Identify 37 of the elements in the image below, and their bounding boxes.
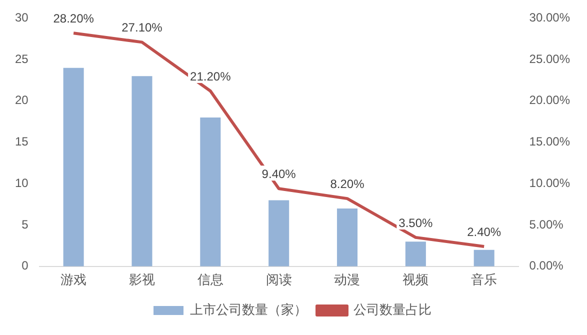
y-tick-label: 15 — [14, 134, 29, 149]
bar — [63, 68, 84, 266]
bar — [268, 200, 290, 266]
data-label: 28.20% — [53, 11, 94, 26]
bar — [336, 208, 358, 266]
data-label: 21.20% — [190, 69, 232, 84]
data-label: 2.40% — [467, 224, 502, 239]
y2-tick-label: 5.00% — [529, 217, 564, 232]
y2-tick-label: 10.00% — [529, 176, 570, 190]
x-tick-label: 影视 — [128, 272, 155, 287]
legend-label: 公司数量占比 — [354, 302, 432, 318]
data-label: 8.20% — [330, 176, 365, 191]
x-tick-label: 游戏 — [60, 272, 87, 287]
x-tick-label: 视频 — [402, 272, 429, 287]
y-tick-label: 0 — [22, 258, 29, 273]
bar — [132, 76, 152, 266]
bar — [200, 117, 221, 266]
data-label: 9.40% — [262, 166, 296, 181]
data-label: 3.50% — [398, 216, 434, 230]
y2-tick-label: 25.00% — [529, 52, 570, 66]
y2-tick-label: 0.00% — [529, 258, 564, 273]
y2-tick-label: 30.00% — [529, 10, 570, 25]
bar — [474, 250, 494, 266]
y-tick-label: 25 — [14, 52, 29, 66]
x-tick-label: 信息 — [197, 272, 224, 287]
x-tick-label: 动漫 — [334, 272, 360, 287]
data-label: 27.10% — [122, 20, 163, 35]
y-tick-label: 10 — [14, 176, 29, 190]
y-tick-label: 30 — [14, 10, 29, 25]
x-tick-label: 音乐 — [471, 272, 498, 287]
bar — [405, 242, 426, 266]
x-tick-label: 阅读 — [266, 272, 292, 287]
y-tick-label: 20 — [14, 93, 29, 108]
y-tick-label: 5 — [22, 217, 29, 232]
y2-tick-label: 20.00% — [529, 93, 570, 108]
legend-label: 上市公司数量（家） — [190, 302, 307, 318]
y2-tick-label: 15.00% — [529, 134, 570, 149]
